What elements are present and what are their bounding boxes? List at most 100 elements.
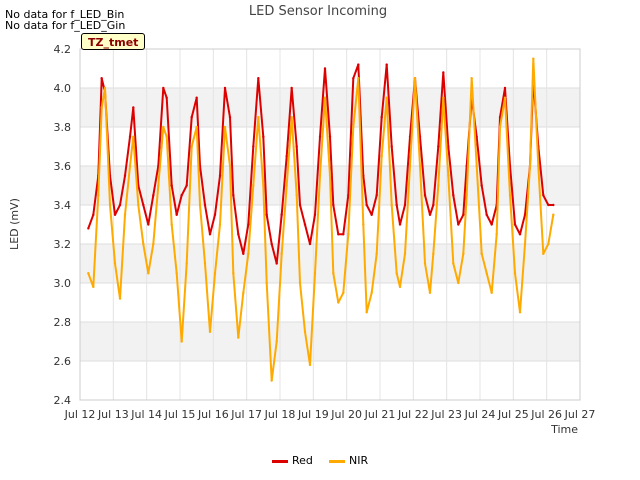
- legend: Red NIR: [0, 453, 640, 469]
- y-tick-label: 3.0: [54, 277, 72, 290]
- plot-band: [80, 244, 580, 283]
- x-tick-label: Jul 18: [264, 408, 296, 421]
- data-point-red: [232, 194, 235, 197]
- data-point-red: [132, 106, 135, 109]
- chart-title: LED Sensor Incoming: [249, 4, 387, 19]
- data-point-red: [208, 233, 212, 236]
- data-point-red: [318, 135, 322, 138]
- data-point-red: [442, 71, 445, 74]
- x-tick-label: Jul 23: [430, 408, 462, 421]
- data-point-red: [185, 184, 188, 187]
- data-point-red: [362, 174, 365, 177]
- data-point-nir: [190, 145, 193, 148]
- data-point-nir: [328, 174, 332, 177]
- no-data-note-gin: No data for f_LED_Gin: [5, 19, 126, 32]
- data-point-nir: [362, 223, 365, 226]
- data-point-nir: [318, 174, 322, 177]
- data-point-nir: [87, 272, 90, 275]
- data-point-nir: [537, 164, 540, 168]
- data-point-nir: [137, 203, 140, 207]
- data-point-red: [213, 213, 217, 216]
- data-point-nir: [413, 77, 417, 80]
- data-point-nir: [528, 164, 532, 168]
- data-point-red: [280, 213, 283, 216]
- data-point-red: [223, 86, 227, 90]
- data-point-red: [352, 77, 355, 80]
- data-point-nir: [498, 125, 502, 129]
- data-point-red: [165, 96, 168, 99]
- data-point-red: [290, 86, 293, 90]
- data-point-nir: [308, 363, 312, 367]
- data-point-red: [375, 194, 378, 197]
- data-point-red: [190, 116, 193, 119]
- data-point-nir: [170, 223, 173, 226]
- data-point-nir: [152, 242, 155, 246]
- data-point-red: [270, 242, 273, 246]
- data-point-red: [265, 213, 268, 216]
- plot-band: [80, 49, 580, 88]
- data-point-red: [92, 213, 95, 216]
- data-point-red: [457, 223, 460, 226]
- data-point-red: [428, 213, 432, 216]
- data-point-nir: [370, 291, 373, 294]
- data-point-red: [113, 213, 117, 216]
- x-tick-label: Jul 17: [230, 408, 262, 421]
- data-point-nir: [242, 291, 245, 294]
- data-point-red: [328, 135, 332, 138]
- data-point-red: [547, 203, 550, 207]
- x-tick-label: Jul 19: [297, 408, 329, 421]
- data-point-red: [303, 223, 307, 226]
- data-point-red: [323, 67, 327, 70]
- data-point-red: [218, 174, 222, 177]
- y-tick-label: 4.0: [54, 82, 72, 95]
- data-point-red: [87, 227, 90, 230]
- data-point-red: [170, 184, 173, 187]
- data-point-red: [313, 213, 317, 216]
- data-point-nir: [323, 96, 327, 99]
- data-point-red: [452, 194, 455, 197]
- data-point-red: [142, 203, 145, 207]
- data-point-red: [418, 135, 422, 138]
- series-nir: [87, 57, 555, 382]
- y-tick-label: 3.8: [54, 121, 72, 134]
- data-point-nir: [418, 164, 422, 168]
- plot-band: [80, 283, 580, 322]
- data-point-red: [162, 86, 165, 90]
- data-point-nir: [165, 135, 168, 138]
- data-point-nir: [342, 291, 345, 294]
- plot-band: [80, 322, 580, 361]
- plot-frame: [79, 48, 581, 401]
- data-point-nir: [195, 125, 198, 129]
- x-tick-label: Jul 25: [497, 408, 529, 421]
- x-tick-label: Jul 16: [197, 408, 229, 421]
- data-point-red: [365, 203, 368, 207]
- data-point-nir: [198, 203, 202, 207]
- data-point-red: [480, 184, 483, 187]
- plot-band: [80, 361, 580, 400]
- x-tick-label: Jul 15: [164, 408, 196, 421]
- data-point-nir: [265, 281, 268, 285]
- data-point-nir: [303, 330, 307, 333]
- data-point-red: [118, 203, 122, 207]
- data-point-red: [295, 145, 298, 148]
- data-point-red: [523, 213, 527, 216]
- x-tick-label: Jul 27: [564, 408, 596, 421]
- series-layer: [87, 57, 555, 382]
- data-point-nir: [552, 213, 555, 216]
- data-point-red: [432, 203, 435, 207]
- data-point-red: [462, 213, 465, 216]
- data-point-nir: [398, 285, 402, 289]
- data-point-nir: [495, 233, 498, 236]
- data-point-nir: [223, 125, 227, 129]
- data-point-nir: [218, 223, 222, 226]
- data-point-nir: [462, 252, 465, 255]
- data-point-red: [485, 213, 488, 216]
- data-point-nir: [457, 281, 460, 285]
- data-point-nir: [180, 340, 183, 343]
- data-point-nir: [385, 96, 388, 99]
- data-point-nir: [523, 242, 527, 246]
- data-point-red: [542, 194, 545, 197]
- data-point-nir: [347, 233, 350, 236]
- data-point-nir: [270, 379, 273, 382]
